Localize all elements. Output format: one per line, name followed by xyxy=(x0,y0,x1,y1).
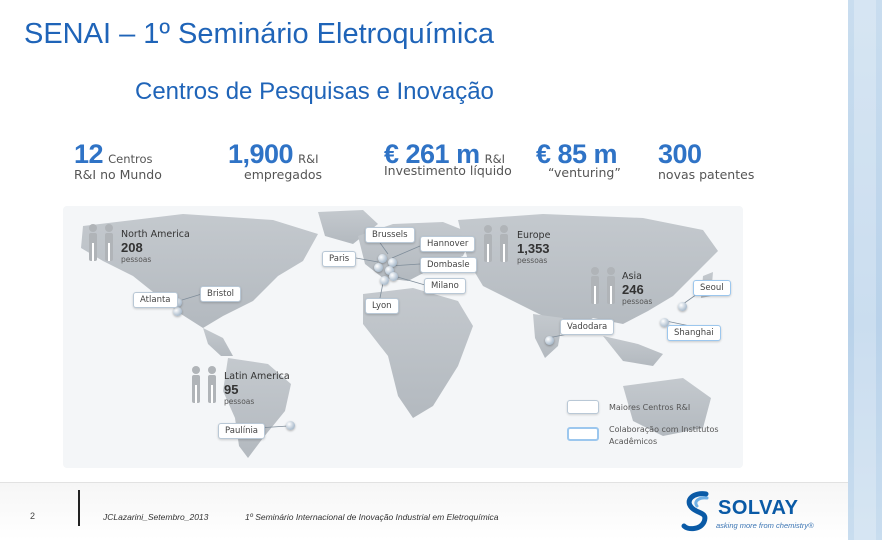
stat-centers: 12 Centros R&I no Mundo xyxy=(74,139,162,182)
marker-brussels xyxy=(378,254,387,263)
slide-subtitle: Centros de Pesquisas e Inovação xyxy=(135,78,494,105)
legend-major-label: Maiores Centros R&I xyxy=(609,403,691,412)
region-north-america: North America 208 pessoas xyxy=(121,229,190,264)
footer-event: 1º Seminário Internacional de Inovação I… xyxy=(245,512,499,522)
city-bristol: Bristol xyxy=(200,286,242,302)
stat-centers-value: 12 xyxy=(74,139,104,169)
legend-collab-swatch xyxy=(567,427,599,441)
stat-employees-sub: empregados xyxy=(244,167,323,182)
page-number: 2 xyxy=(30,511,36,521)
stat-investment-sub: Investimento líquido xyxy=(384,163,512,178)
marker-seoul xyxy=(678,302,687,311)
city-shanghai: Shanghai xyxy=(667,325,721,341)
region-north-america-count: 208 xyxy=(121,240,143,255)
stat-investment-label: R&I xyxy=(484,152,506,166)
region-latin-america-unit: pessoas xyxy=(224,397,255,406)
region-europe-unit: pessoas xyxy=(517,256,548,265)
legend-collab-line1: Colaboração com Institutos xyxy=(609,425,719,434)
legend-collab-line2: Acadêmicos xyxy=(609,437,658,446)
region-europe-count: 1,353 xyxy=(517,241,550,256)
marker-vadodara xyxy=(545,336,554,345)
region-asia-unit: pessoas xyxy=(622,297,653,306)
marker-paris xyxy=(374,263,383,272)
slide-title: SENAI – 1º Seminário Eletroquímica xyxy=(24,18,494,50)
legend-collab-label: Colaboração com Institutos Acadêmicos xyxy=(609,424,719,448)
marker-hannover xyxy=(388,258,397,267)
city-seoul: Seoul xyxy=(693,280,731,296)
stat-employees: 1,900 R&I empregados xyxy=(228,139,322,182)
marker-atlanta xyxy=(173,307,182,316)
stat-employees-value: 1,900 xyxy=(228,139,294,169)
city-brussels: Brussels xyxy=(365,227,415,243)
region-asia: Asia 246 pessoas xyxy=(622,271,652,306)
people-icon xyxy=(484,225,508,262)
stat-venturing: € 85 m “venturing” xyxy=(536,139,621,180)
stat-venturing-sub: “venturing” xyxy=(548,165,621,180)
region-north-america-unit: pessoas xyxy=(121,255,152,264)
city-atlanta: Atlanta xyxy=(133,292,178,308)
marker-dombasle xyxy=(385,266,394,275)
right-decorative-bar xyxy=(848,0,882,540)
marker-shanghai xyxy=(660,318,669,327)
people-icon xyxy=(591,267,615,304)
region-asia-name: Asia xyxy=(622,271,642,282)
stat-patents: 300 novas patentes xyxy=(658,139,754,182)
region-europe: Europe 1,353 pessoas xyxy=(517,230,550,265)
region-latin-america: Latin America 95 pessoas xyxy=(224,371,290,406)
marker-bristol xyxy=(173,298,182,307)
footer-author: JCLazarini_Setembro_2013 xyxy=(103,512,209,522)
stat-centers-label: Centros xyxy=(108,152,153,166)
city-dombasle: Dombasle xyxy=(420,257,477,273)
people-icon xyxy=(192,366,216,403)
stat-patents-value: 300 xyxy=(658,139,702,169)
region-europe-name: Europe xyxy=(517,230,551,241)
stat-investment: € 261 m R&I Investimento líquido xyxy=(384,139,512,178)
city-milano: Milano xyxy=(424,278,466,294)
solvay-logo-tagline: asking more from chemistry® xyxy=(716,521,814,530)
stat-investment-value: € 261 m xyxy=(384,139,480,169)
city-hannover: Hannover xyxy=(420,236,476,252)
region-asia-count: 246 xyxy=(622,282,644,297)
stat-centers-sub: R&I no Mundo xyxy=(74,167,162,182)
city-lyon: Lyon xyxy=(365,298,399,314)
marker-paulinia xyxy=(286,421,295,430)
footer-divider xyxy=(78,490,80,526)
footer-separator xyxy=(0,482,848,483)
region-north-america-name: North America xyxy=(121,229,190,240)
city-vadodara: Vadodara xyxy=(560,319,615,335)
marker-lyon xyxy=(380,276,389,285)
stat-employees-label: R&I xyxy=(298,152,319,166)
stat-patents-sub: novas patentes xyxy=(658,167,755,182)
stat-venturing-value: € 85 m xyxy=(536,139,618,169)
city-paris: Paris xyxy=(322,251,357,267)
region-latin-america-name: Latin America xyxy=(224,371,290,382)
solvay-logo-icon xyxy=(681,491,709,532)
people-icon xyxy=(89,224,113,261)
solvay-logo-text: SOLVAY xyxy=(718,497,799,519)
city-paulinia: Paulínia xyxy=(218,423,266,439)
legend-major-swatch xyxy=(567,400,599,414)
region-latin-america-count: 95 xyxy=(224,382,239,397)
marker-milano xyxy=(389,272,398,281)
